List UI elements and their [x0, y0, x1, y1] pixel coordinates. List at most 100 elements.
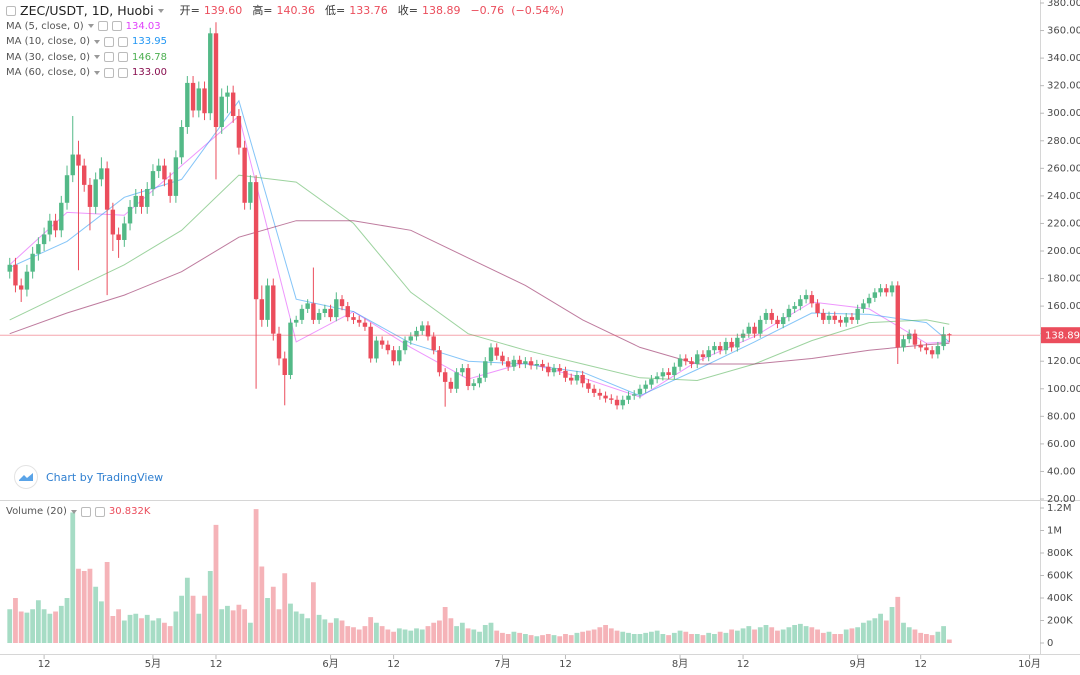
- volume-bar: [895, 596, 901, 643]
- settings-button[interactable]: [104, 52, 115, 63]
- candle-body: [185, 82, 190, 127]
- candle-body: [941, 334, 946, 347]
- settings-button[interactable]: [104, 67, 115, 78]
- volume-bar: [849, 628, 855, 643]
- volume-bar: [683, 631, 689, 643]
- attribution-logo: [14, 465, 38, 489]
- candle-body: [420, 325, 425, 331]
- remove-button[interactable]: [118, 67, 129, 78]
- candle-body: [695, 354, 700, 364]
- volume-bar: [860, 622, 866, 643]
- candle-body: [861, 303, 866, 309]
- x-tick-label: 8月: [672, 658, 688, 670]
- collapse-button[interactable]: [6, 5, 16, 16]
- candle-body: [391, 350, 396, 362]
- settings-button[interactable]: [97, 21, 108, 32]
- volume-bar: [585, 630, 591, 643]
- volume-menu[interactable]: [70, 509, 77, 514]
- candle-body: [219, 96, 224, 127]
- volume-bar: [717, 631, 723, 643]
- volume-bar: [505, 634, 511, 643]
- symbol-menu[interactable]: [157, 8, 164, 13]
- settings-button[interactable]: [80, 506, 91, 517]
- candle-body: [483, 361, 488, 378]
- candle-body: [24, 271, 30, 290]
- volume-tick-label: 1M: [1047, 526, 1062, 537]
- candle-body: [465, 368, 471, 387]
- volume-bar: [786, 627, 792, 643]
- candle-body: [740, 333, 746, 338]
- candle-body: [614, 399, 620, 406]
- ma-value: 134.03: [125, 20, 161, 32]
- volume-bar: [591, 629, 597, 643]
- ohlc-value: 139.60: [203, 4, 243, 17]
- candle-body: [431, 336, 436, 351]
- candle-body: [735, 337, 740, 348]
- ma-menu[interactable]: [94, 39, 101, 44]
- y-tick-label: 180.00: [1047, 274, 1080, 285]
- candle-body: [792, 306, 797, 309]
- volume-bar: [883, 620, 889, 643]
- ma-menu[interactable]: [94, 70, 101, 75]
- volume-bar: [276, 609, 282, 643]
- ohlc-value: 140.36: [276, 4, 316, 17]
- volume-bar: [941, 626, 947, 643]
- candle-body: [912, 333, 918, 345]
- attribution[interactable]: Chart by TradingView: [14, 465, 163, 489]
- y-tick-label: 280.00: [1047, 136, 1080, 147]
- remove-button[interactable]: [94, 506, 105, 517]
- volume-bar: [270, 586, 276, 643]
- volume-tick-label: 200K: [1047, 616, 1073, 627]
- remove-button[interactable]: [118, 36, 129, 47]
- volume-bar: [689, 634, 694, 643]
- volume-bar: [511, 631, 517, 643]
- ma-name: MA (60, close, 0): [6, 67, 91, 78]
- candle-body: [345, 306, 350, 318]
- volume-bar: [196, 613, 202, 643]
- candle-body: [362, 322, 368, 327]
- ohlc-value: 133.76: [349, 4, 388, 17]
- candle-body: [122, 223, 127, 240]
- volume-bar: [374, 622, 379, 643]
- volume-bar: [843, 629, 849, 643]
- candle-body: [351, 317, 356, 320]
- ma-value: 133.00: [132, 67, 168, 78]
- volume-bar: [144, 614, 150, 643]
- volume-bar: [872, 618, 878, 643]
- volume-bar: [574, 632, 580, 643]
- candle-body: [471, 383, 477, 387]
- remove-button[interactable]: [118, 52, 129, 63]
- candle-body: [213, 33, 219, 127]
- candle-body: [826, 315, 832, 320]
- candle-body: [832, 315, 837, 320]
- volume-bar: [706, 632, 712, 643]
- settings-button[interactable]: [104, 36, 115, 47]
- candle-body: [706, 350, 711, 358]
- candle-body: [259, 299, 265, 320]
- ma-menu[interactable]: [87, 24, 94, 29]
- candle-body: [821, 313, 826, 320]
- candle-body: [253, 182, 259, 300]
- y-tick-label: 300.00: [1047, 108, 1080, 119]
- candle-body: [563, 370, 568, 378]
- change-value: −0.76: [470, 4, 505, 17]
- ma-menu[interactable]: [94, 55, 101, 60]
- symbol-title[interactable]: ZEC/USDT, 1D, Huobi: [20, 3, 154, 18]
- ma-legend-row: MA (60, close, 0) 133.00: [6, 65, 570, 81]
- candle-body: [271, 285, 276, 334]
- remove-button[interactable]: [111, 21, 122, 32]
- candle-body: [540, 363, 545, 367]
- volume-bar: [173, 611, 179, 643]
- volume-bar: [202, 595, 207, 643]
- volume-bar: [563, 634, 568, 643]
- candle-body: [104, 168, 110, 210]
- candle-body: [202, 88, 207, 114]
- candle-body: [752, 326, 757, 334]
- candle-body: [523, 361, 528, 364]
- candle-body: [884, 288, 889, 293]
- y-tick-label: 200.00: [1047, 246, 1080, 257]
- candle-body: [99, 168, 104, 180]
- x-tick-label: 12: [210, 659, 223, 670]
